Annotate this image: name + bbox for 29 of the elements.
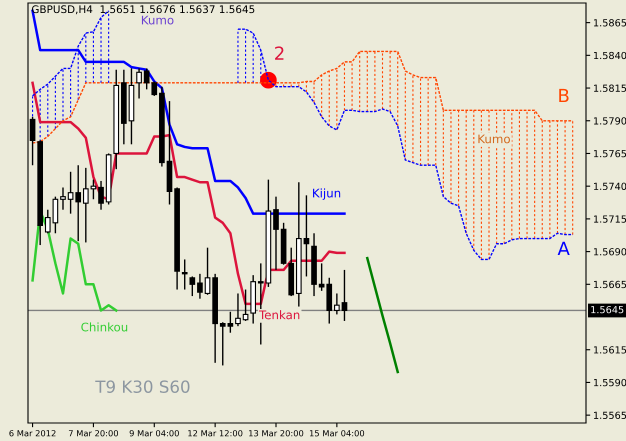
y-tick-label: 1.5790 — [594, 117, 626, 125]
x-tick-label: 7 Mar 20:00 — [68, 430, 118, 436]
x-tick-label: 9 Mar 04:00 — [130, 430, 179, 436]
y-tick-label: 1.5690 — [594, 248, 626, 256]
series-label: A — [558, 242, 570, 255]
annotation: Kumo — [142, 16, 174, 24]
annotation: Kumo — [478, 134, 510, 144]
x-tick-label: 6 Mar 2012 — [9, 430, 56, 436]
annotation: T9 K30 S60 — [95, 380, 190, 393]
x-tick-label: 13 Mar 20:00 — [249, 430, 304, 436]
x-tick-label: 12 Mar 12:00 — [188, 430, 242, 436]
series-label: Tenkan — [258, 310, 300, 320]
y-tick-label: 1.5865 — [594, 19, 626, 26]
annotation: 2 — [275, 46, 284, 60]
series-label: Chinkou — [81, 322, 128, 332]
y-tick-label: 1.5565 — [594, 412, 626, 419]
y-tick-label: 1.5665 — [594, 280, 626, 288]
chart-title: GBPUSD,H4 1.5651 1.5676 1.5637 1.5645 — [32, 5, 254, 14]
y-tick-label: 1.5765 — [594, 150, 626, 158]
series-label: Kijun — [313, 188, 340, 200]
y-tick-label: 1.5840 — [594, 52, 626, 60]
y-tick-label: 1.5615 — [594, 346, 626, 354]
ref-line-label: 1.5645 — [591, 306, 624, 314]
y-tick-label: 1.5740 — [594, 182, 626, 190]
x-tick-label: 15 Mar 04:00 — [310, 430, 364, 436]
y-tick-label: 1.5815 — [594, 84, 626, 92]
y-tick-label: 1.5715 — [594, 215, 626, 223]
series-label: B — [559, 88, 569, 102]
y-tick-label: 1.5590 — [594, 378, 626, 386]
